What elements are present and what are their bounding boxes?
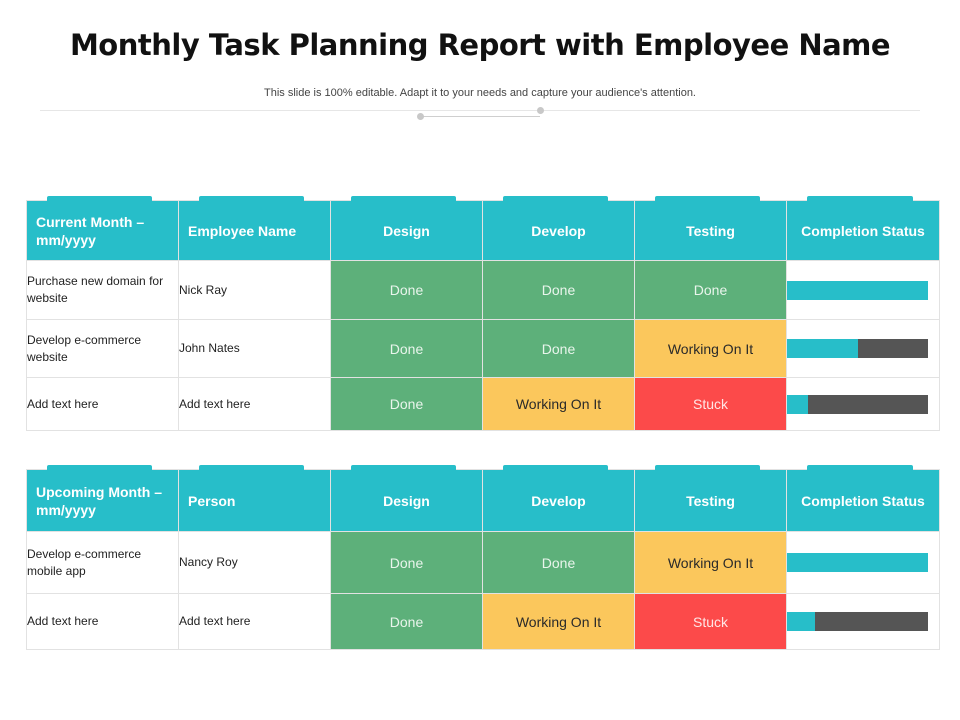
header-upcoming-month: Upcoming Month – mm/yyyy: [26, 465, 179, 532]
header-current-month: Current Month – mm/yyyy: [26, 196, 179, 261]
task-cell: Develop e-commerce website: [26, 319, 179, 378]
table-row: Purchase new domain for website Nick Ray…: [26, 260, 940, 320]
table-row: Add text here Add text here Done Working…: [26, 593, 940, 650]
develop-status: Done: [482, 531, 635, 594]
develop-status: Done: [482, 260, 635, 320]
completion-fill: [787, 339, 858, 358]
design-status: Done: [330, 593, 483, 650]
completion-fill: [787, 553, 928, 572]
divider-line: [40, 110, 920, 111]
completion-bar: [787, 280, 928, 300]
table-row: Develop e-commerce mobile app Nancy Roy …: [26, 531, 940, 594]
develop-status: Done: [482, 319, 635, 378]
completion-cell: [786, 319, 940, 378]
testing-status: Stuck: [634, 593, 787, 650]
header-develop: Develop: [482, 196, 635, 261]
header-testing: Testing: [634, 465, 787, 532]
completion-cell: [786, 531, 940, 594]
divider-dot-right: [537, 107, 544, 114]
person-cell: Add text here: [178, 377, 331, 431]
header-design: Design: [330, 465, 483, 532]
current-month-table: Current Month – mm/yyyy Employee Name De…: [26, 196, 940, 431]
design-status: Done: [330, 260, 483, 320]
task-cell: Purchase new domain for website: [26, 260, 179, 320]
page-title: Monthly Task Planning Report with Employ…: [69, 28, 891, 62]
header-completion-status: Completion Status: [786, 196, 940, 261]
completion-bar: [787, 394, 928, 414]
table-row: Develop e-commerce website John Nates Do…: [26, 319, 940, 378]
person-cell: Add text here: [178, 593, 331, 650]
person-cell: John Nates: [178, 319, 331, 378]
upcoming-month-table: Upcoming Month – mm/yyyy Person Design D…: [26, 465, 940, 650]
testing-status: Working On It: [634, 531, 787, 594]
header-employee-name: Employee Name: [178, 196, 331, 261]
header-testing: Testing: [634, 196, 787, 261]
completion-cell: [786, 593, 940, 650]
task-cell: Add text here: [26, 377, 179, 431]
design-status: Done: [330, 531, 483, 594]
page-subtitle: This slide is 100% editable. Adapt it to…: [264, 87, 696, 99]
table-row: Add text here Add text here Done Working…: [26, 377, 940, 431]
completion-bar: [787, 553, 928, 572]
completion-fill: [787, 280, 928, 300]
task-cell: Add text here: [26, 593, 179, 650]
divider-accent: [420, 116, 540, 117]
divider-dot-left: [417, 113, 424, 120]
header-design: Design: [330, 196, 483, 261]
person-cell: Nick Ray: [178, 260, 331, 320]
completion-fill: [787, 612, 816, 631]
testing-status: Stuck: [634, 377, 787, 431]
completion-bar: [787, 612, 928, 631]
completion-bar: [787, 339, 928, 358]
table-header-row: Upcoming Month – mm/yyyy Person Design D…: [26, 465, 940, 532]
testing-status: Done: [634, 260, 787, 320]
completion-cell: [786, 260, 940, 320]
task-cell: Develop e-commerce mobile app: [26, 531, 179, 594]
header-develop: Develop: [482, 465, 635, 532]
design-status: Done: [330, 319, 483, 378]
completion-fill: [787, 394, 809, 414]
header-completion-status: Completion Status: [786, 465, 940, 532]
testing-status: Working On It: [634, 319, 787, 378]
develop-status: Working On It: [482, 593, 635, 650]
completion-cell: [786, 377, 940, 431]
person-cell: Nancy Roy: [178, 531, 331, 594]
develop-status: Working On It: [482, 377, 635, 431]
table-header-row: Current Month – mm/yyyy Employee Name De…: [26, 196, 940, 261]
design-status: Done: [330, 377, 483, 431]
header-person: Person: [178, 465, 331, 532]
